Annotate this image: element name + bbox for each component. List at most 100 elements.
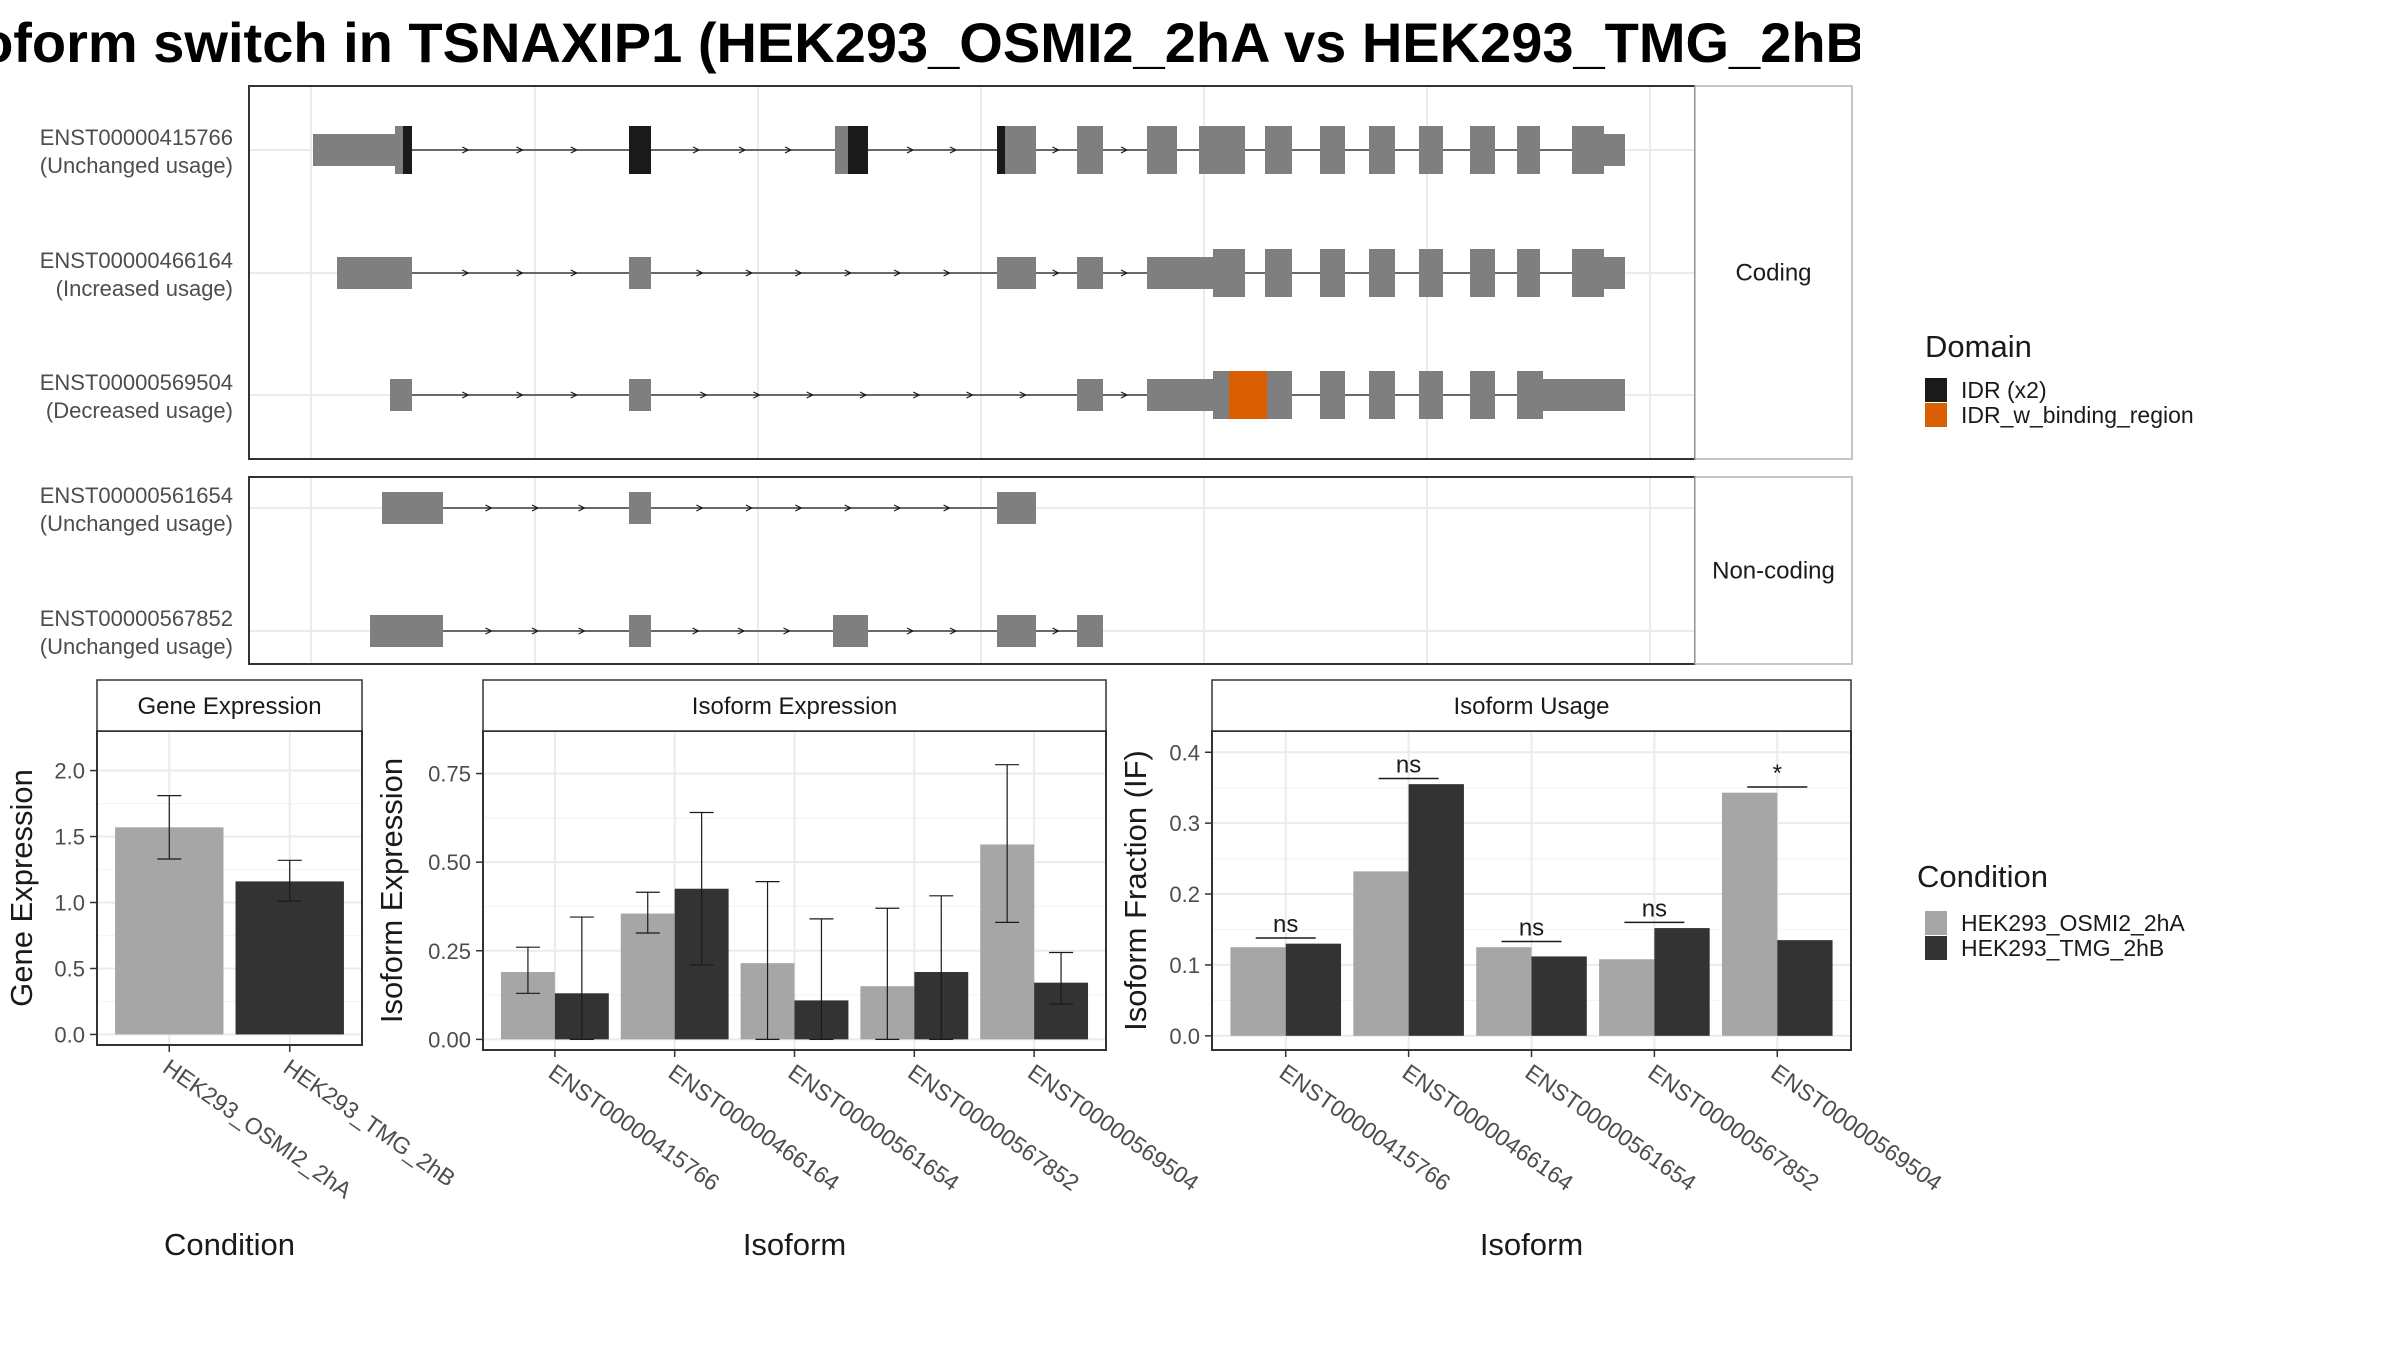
y-tick-label: 2.0 — [54, 759, 85, 784]
bar-panel-strip — [482, 679, 1107, 732]
exon-block — [1517, 371, 1543, 419]
intron-arrow — [461, 391, 470, 399]
intron-arrow — [943, 269, 951, 277]
intron-arrow — [699, 391, 708, 399]
domain-legend-title: Domain — [1925, 329, 2032, 364]
exon-block — [1213, 249, 1245, 297]
exon-block — [382, 492, 443, 524]
intron-arrow — [844, 504, 853, 512]
exon-block — [629, 379, 651, 411]
condition-legend-label: HEK293_OSMI2_2hA — [1961, 910, 2185, 936]
intron-arrow — [485, 504, 493, 512]
exon-block — [835, 126, 848, 174]
domain-legend-label: IDR_w_binding_region — [1961, 402, 2194, 428]
x-axis-title: Isoform — [1480, 1227, 1583, 1262]
bar — [1777, 940, 1833, 1036]
exon-block — [1199, 126, 1245, 174]
significance-label: ns — [1642, 895, 1667, 922]
structure-strip — [1694, 85, 1853, 460]
y-axis-title: Isoform Fraction (IF) — [1118, 750, 1153, 1031]
intron-arrow — [806, 391, 815, 399]
intron-arrow — [485, 627, 493, 635]
intron-arrow — [531, 504, 540, 512]
exon-block — [1320, 126, 1345, 174]
bar — [1476, 947, 1532, 1036]
intron-arrow — [738, 146, 747, 154]
exon-block — [1419, 371, 1443, 419]
exon-block — [1369, 371, 1395, 419]
exon-block — [629, 257, 651, 289]
intron-arrow — [784, 146, 793, 154]
exon-block — [629, 492, 651, 524]
intron-arrow — [753, 391, 761, 399]
exon-block — [1517, 249, 1540, 297]
bar — [115, 827, 224, 1035]
transcript-usage-label: (Increased usage) — [56, 276, 233, 301]
idr-domain — [629, 126, 651, 174]
significance-label: ns — [1396, 751, 1421, 778]
exon-block — [390, 379, 412, 411]
transcript-id-label: ENST00000466164 — [40, 248, 233, 273]
intron-arrow — [578, 627, 586, 635]
idr-domain — [848, 126, 868, 174]
intron-arrow — [893, 269, 902, 277]
intron-arrow — [906, 146, 915, 154]
transcript-usage-label: (Unchanged usage) — [40, 511, 233, 536]
domain-legend-label: IDR (x2) — [1961, 377, 2047, 403]
x-axis-title: Isoform — [743, 1227, 846, 1262]
exon-block — [1604, 257, 1625, 289]
idr-binding-domain — [1229, 371, 1267, 419]
bar — [1353, 871, 1409, 1036]
exon-block — [1265, 126, 1292, 174]
strip-label-coding: Coding — [1735, 260, 1811, 287]
y-tick-label: 1.0 — [54, 891, 85, 916]
y-tick-label: 0.0 — [1169, 1024, 1200, 1049]
intron-arrow — [1019, 391, 1028, 399]
exon-block — [1543, 379, 1625, 411]
y-tick-label: 0.1 — [1169, 953, 1200, 978]
intron-arrow — [859, 391, 868, 399]
bar-panel-strip-label: Isoform Expression — [692, 693, 897, 720]
y-tick-label: 0.75 — [428, 762, 471, 787]
intron-arrow — [570, 391, 579, 399]
intron-arrow — [1052, 627, 1060, 635]
figure-title-text: e isoform switch in TSNAXIP1 (HEK293_OSM… — [0, 11, 1860, 74]
transcript-id-label: ENST00000561654 — [40, 483, 233, 508]
intron-arrow — [893, 504, 902, 512]
exon-block — [1369, 126, 1395, 174]
exon-block — [1077, 257, 1103, 289]
significance-label: * — [1773, 760, 1782, 787]
intron-arrow — [570, 269, 579, 277]
transcript-id-label: ENST00000415766 — [40, 125, 233, 150]
bar-panel-strip — [96, 679, 363, 732]
exon-block — [1213, 371, 1229, 419]
y-tick-label: 0.4 — [1169, 740, 1200, 765]
strip-label-non-coding: Non-coding — [1712, 558, 1835, 585]
intron-arrow — [1120, 269, 1129, 277]
exon-block — [1470, 371, 1495, 419]
exon-block — [395, 126, 403, 174]
transcript-id-label: ENST00000569504 — [40, 370, 233, 395]
exon-block — [997, 615, 1036, 647]
exon-block — [1470, 126, 1495, 174]
intron-arrow — [1120, 146, 1129, 154]
exon-block — [629, 615, 651, 647]
exon-block — [997, 492, 1036, 524]
bar — [1531, 956, 1587, 1036]
exon-block — [1077, 615, 1103, 647]
bar — [1721, 792, 1778, 1036]
intron-arrow — [461, 269, 470, 277]
y-tick-label: 0.25 — [428, 939, 471, 964]
intron-arrow — [949, 627, 958, 635]
exon-block — [1369, 249, 1395, 297]
intron-arrow — [966, 391, 974, 399]
x-axis-title: Condition — [164, 1227, 295, 1262]
intron-arrow — [1120, 391, 1129, 399]
y-tick-label: 0.0 — [54, 1022, 85, 1047]
domain-legend-key — [1925, 378, 1947, 402]
transcript-usage-label: (Unchanged usage) — [40, 153, 233, 178]
y-tick-label: 0.2 — [1169, 882, 1200, 907]
y-tick-label: 0.3 — [1169, 811, 1200, 836]
intron-arrow — [516, 146, 524, 154]
